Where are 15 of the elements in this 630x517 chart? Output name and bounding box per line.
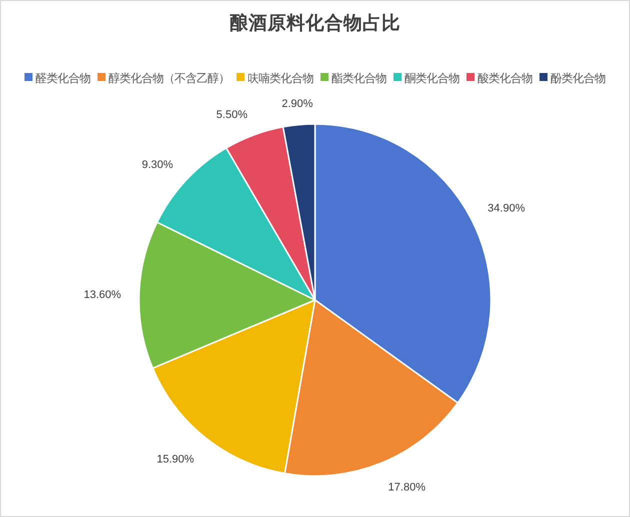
data-label: 34.90% bbox=[488, 202, 526, 215]
data-label: 17.80% bbox=[388, 482, 426, 494]
data-label: 13.60% bbox=[84, 289, 122, 302]
data-label: 5.50% bbox=[216, 109, 248, 122]
data-label: 9.30% bbox=[142, 158, 174, 171]
chart-title: 酿酒原料化合物占比 bbox=[230, 12, 400, 34]
legend-label: 酯类化合物 bbox=[332, 72, 386, 85]
legend-label: 醛类化合物 bbox=[36, 72, 90, 85]
legend-label: 酚类化合物 bbox=[550, 72, 606, 85]
legend-label: 酸类化合物 bbox=[478, 72, 532, 85]
legend-label: 醇类化合物（不含乙醇） bbox=[108, 72, 230, 85]
data-label: 2.90% bbox=[282, 98, 314, 110]
data-label: 15.90% bbox=[156, 454, 194, 466]
legend-label: 酮类化合物 bbox=[404, 72, 460, 85]
legend-label: 呋喃类化合物 bbox=[248, 72, 314, 85]
